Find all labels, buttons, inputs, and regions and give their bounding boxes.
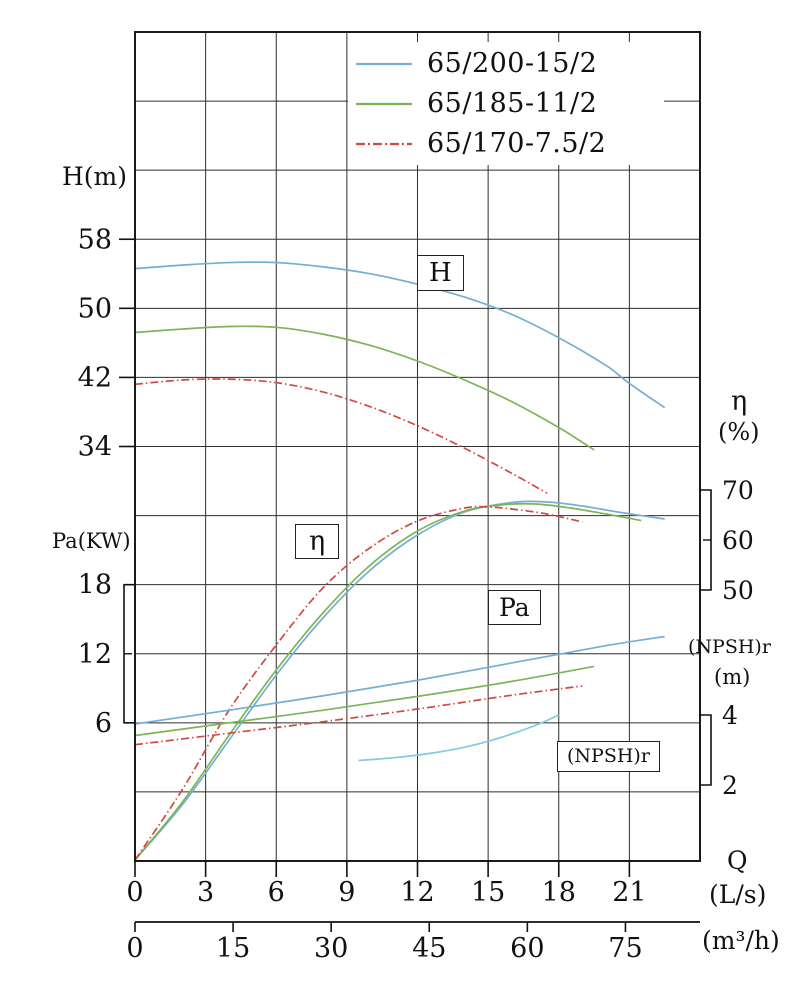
tick-label: 50 [78, 293, 112, 324]
legend-swatch-line [356, 102, 412, 105]
tick-label: 58 [78, 224, 112, 255]
tick-label: 0 [126, 933, 143, 964]
tick-label: 9 [338, 877, 355, 908]
legend-label: 65/200-15/2 [427, 48, 598, 79]
tick-label: 15 [216, 933, 250, 964]
curves [135, 261, 666, 861]
eta-axis-symbol: η [731, 386, 748, 417]
chart-legend: 65/200-15/2 65/185-11/2 65/170-7.5/2 [348, 42, 664, 165]
npshr-axis-unit: (m) [714, 665, 751, 689]
series-Pa-65/170-7.5/2 [135, 685, 583, 746]
curve-label-H: H [417, 255, 464, 291]
legend-entry: 65/185-11/2 [354, 88, 658, 119]
series-H-65/185-11/2 [135, 325, 595, 451]
tick-label: 6 [268, 877, 285, 908]
tick-label: 15 [471, 877, 505, 908]
legend-label: 65/170-7.5/2 [427, 128, 607, 159]
tick-label: 30 [314, 933, 348, 964]
q-axis-unit-ls: (L/s) [709, 880, 767, 909]
tick-label: 70 [722, 476, 754, 505]
axis-q-ls: 0 3 6 9 12 15 18 21 [126, 861, 647, 908]
curve-label-eta: η [295, 524, 340, 559]
pa-axis-title: Pa(KW) [52, 529, 131, 553]
tick-label: 0 [126, 877, 143, 908]
eta-axis-unit: (%) [718, 418, 760, 446]
series-Pa-65/185-11/2 [135, 665, 595, 737]
axis-npsh: 42 [699, 701, 738, 800]
legend-swatch-line [356, 142, 412, 145]
curve-label-npshr: (NPSH)r [557, 741, 660, 772]
tick-label: 3 [197, 877, 214, 908]
legend-swatch-line [356, 62, 412, 65]
curve-label-Pa: Pa [488, 590, 541, 625]
legend-entry: 65/170-7.5/2 [354, 128, 658, 159]
legend-entry: 65/200-15/2 [354, 48, 658, 79]
series-Pa-65/200-15/2 [135, 635, 665, 725]
legend-label: 65/185-11/2 [427, 88, 598, 119]
h-axis-title: H(m) [62, 162, 128, 191]
tick-label: 12 [400, 877, 434, 908]
tick-label: 18 [78, 570, 112, 601]
npshr-axis-title: (NPSH)r [688, 636, 771, 658]
tick-label: 12 [78, 639, 112, 670]
tick-label: 4 [722, 701, 738, 730]
series-eta-65/185-11/2 [135, 502, 642, 861]
axis-Pa: 18 12 6 [78, 570, 135, 739]
tick-label: 60 [510, 933, 544, 964]
axis-q-m3h: 0 15 30 45 60 75 [126, 921, 700, 964]
series-H-65/200-15/2 [135, 261, 666, 409]
tick-label: 60 [722, 526, 754, 555]
tick-label: 42 [78, 362, 112, 393]
tick-label: 75 [608, 933, 642, 964]
q-axis-symbol: Q [727, 846, 748, 875]
series-H-65/170-7.5/2 [135, 378, 548, 494]
series-eta-65/170-7.5/2 [135, 505, 583, 861]
axis-eta: 70 60 50 [699, 476, 754, 605]
tick-label: 50 [722, 576, 754, 605]
grid [135, 32, 700, 861]
tick-label: 6 [95, 708, 112, 739]
axis-H: 58 50 42 34 [78, 224, 135, 463]
tick-label: 18 [542, 877, 576, 908]
tick-label: 45 [412, 933, 446, 964]
tick-label: 2 [722, 771, 738, 800]
series-eta-65/200-15/2 [135, 500, 665, 861]
q-axis-unit-m3h: (m³/h) [702, 926, 780, 955]
series-NPSHr-65/200-15/2 [358, 714, 560, 762]
tick-label: 34 [78, 432, 112, 463]
tick-label: 21 [612, 877, 646, 908]
